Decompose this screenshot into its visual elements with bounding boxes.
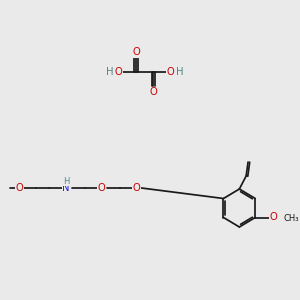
Text: O: O bbox=[270, 212, 278, 223]
Text: H: H bbox=[176, 67, 183, 77]
Text: O: O bbox=[132, 47, 140, 57]
Text: O: O bbox=[150, 87, 157, 97]
Text: O: O bbox=[133, 183, 140, 193]
Text: O: O bbox=[167, 67, 175, 77]
Text: N: N bbox=[62, 183, 70, 193]
Text: O: O bbox=[115, 67, 123, 77]
Text: O: O bbox=[15, 183, 23, 193]
Text: O: O bbox=[98, 183, 106, 193]
Text: CH₃: CH₃ bbox=[283, 214, 299, 223]
Text: H: H bbox=[63, 176, 69, 185]
Text: H: H bbox=[106, 67, 114, 77]
